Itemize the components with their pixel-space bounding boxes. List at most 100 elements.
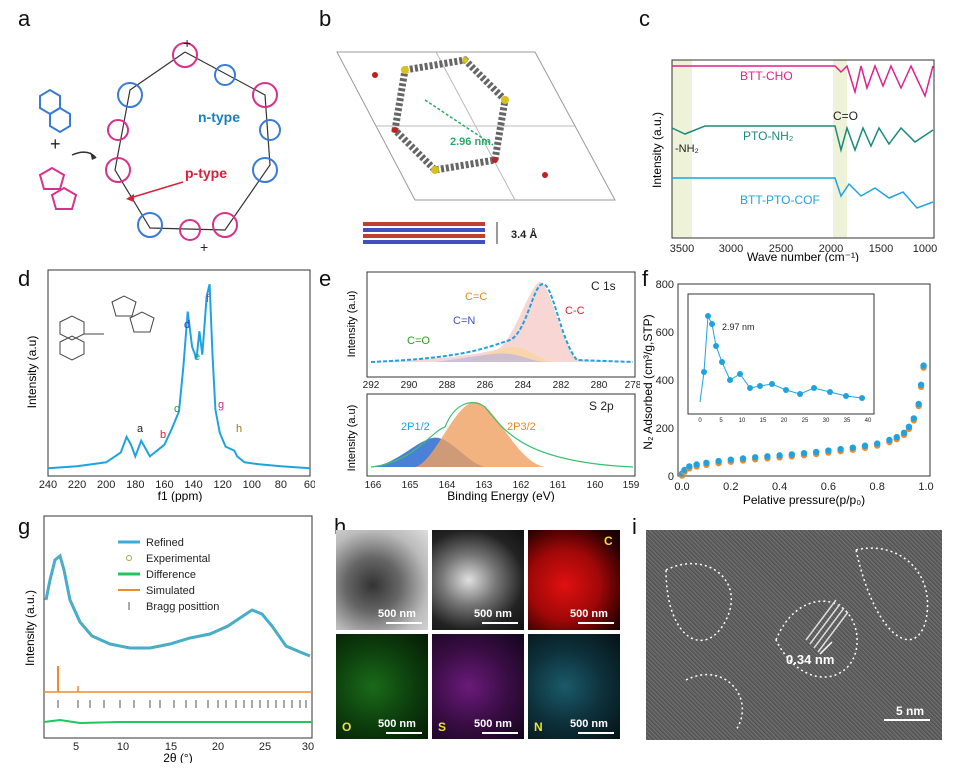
inset-peak-label: 2.97 nm [722,322,755,332]
isotherm-points [678,362,927,479]
x-tick: 163 [476,480,493,491]
x-axis-label: Pelative pressure(p/p₀) [743,493,865,507]
x-tick: 1500 [869,243,893,255]
panel-label-i: i [632,514,637,539]
x-tick: 140 [184,479,202,491]
adsorption-point [917,381,925,388]
x-tick: 278 [625,380,640,391]
btt-cho-monomer [38,166,78,210]
x-tick: 290 [401,380,418,391]
y-axis-label-bottom: Intensity (a.u) [346,405,358,472]
inset-x-tick: 35 [844,418,851,424]
x-axis-label: Binding Energy (eV) [447,489,554,502]
stacking-distance: 3.4 Å [511,228,537,241]
x-tick: 0.8 [870,481,885,493]
x-tick: 240 [39,479,57,491]
adsorption-point [849,444,856,451]
peak-label-a: a [137,423,144,435]
x-tick: 160 [155,479,173,491]
inset-x-tick: 10 [739,418,746,424]
adsorption-point [813,448,820,456]
x-tick: 1.0 [918,481,933,493]
element-s: S [438,720,447,734]
y-tick: 0 [668,471,674,483]
pore-ring [391,56,509,174]
panel-b: b 2.96 nm 3.4 Å [315,0,635,260]
x-tick: 25 [259,741,271,753]
y-tick: 800 [656,279,674,291]
component-2p32: 2P3/2 [507,421,536,433]
adsorption-point [915,400,922,408]
legend-bragg: Bragg posittion [146,601,219,613]
component-co: C=O [407,335,430,347]
x-tick: 292 [363,380,380,391]
adsorption-point [686,463,693,470]
plus-bottom: + [200,239,208,255]
scale-label: 500 nm [378,608,416,620]
x-tick: 15 [165,741,177,753]
x-tick: 0.2 [723,481,738,493]
x-tick: 286 [477,380,494,391]
carbon-map: C 500 nm [528,530,620,630]
x-tick: 30 [302,741,314,753]
peak-label-c: c [174,403,180,415]
inset-x-tick: 0 [698,418,702,424]
panel-c: c BTT-CHO PTO-NH₂ BTT-PTO-COF C=O -NH₂ 3… [635,0,963,264]
scale-label: 5 nm [896,704,925,718]
btt-cho-line [672,63,934,99]
x-tick: 2000 [819,243,843,255]
cof-unit-cell: 2.96 nm 3.4 Å [336,51,616,244]
nitrogen-map: N 500 nm [528,634,620,739]
oxygen-map: O 500 nm [336,634,428,739]
x-tick: 80 [275,479,287,491]
legend-simulated: Simulated [146,585,195,597]
cof-hexagonal-ring [114,51,271,231]
element-n: N [534,720,543,734]
inset-x-tick: 40 [865,418,872,424]
element-c: C [604,534,613,548]
series-label-cof: BTT-PTO-COF [740,193,820,207]
pto-nh2-monomer [39,88,71,134]
adsorption-point [837,445,844,453]
adsorption-point [825,447,832,454]
component-cn: C=N [453,315,475,327]
scale-label: 500 nm [378,718,416,730]
adsorption-point [900,429,908,436]
cof-structure-diagram: + n-type p-type + + [38,35,281,255]
s2p-envelope [370,402,634,468]
adsorption-point [910,415,917,422]
x-tick: 161 [550,480,567,491]
x-axis-label: f1 (ppm) [158,489,203,502]
sulfur-map: S 500 nm [432,634,524,739]
pxrd-chart: Refined Experimental Difference Simulate… [23,515,314,765]
panel-a: a + n-type p- [0,0,315,260]
panel-label-c: c [639,6,650,31]
x-tick: 162 [513,480,530,491]
pxrd-legend: Refined Experimental Difference Simulate… [118,537,219,613]
adsorption-point [727,456,734,463]
adsorption-point [776,452,783,459]
cof-line [672,177,934,209]
pto-nh2-line [671,125,934,153]
experimental-line [45,555,311,657]
peak-label-h: h [236,423,242,435]
y-tick: 400 [656,375,674,387]
panel-e: e C 1s C=O C=N C=C C-C 292 290 288 286 2… [315,262,642,503]
adsorption-point [703,459,710,466]
component-2p32-area [415,402,545,467]
x-tick: 160 [587,480,604,491]
panel-label-d: d [18,266,31,291]
panel-label-b: b [319,6,332,31]
panel-h: h 500 nm 500 nm C 500 nm O 500 nm S 500 … [320,510,632,763]
series-label-btt-cho: BTT-CHO [740,69,793,83]
nh2-highlight [672,60,692,238]
adsorption-point [764,453,771,460]
adsorption-point [681,466,688,474]
x-tick: 166 [365,480,382,491]
inset-x-tick: 5 [719,418,723,424]
x-tick: 10 [117,741,129,753]
peak-label-g: g [218,399,224,411]
ftir-chart: BTT-CHO PTO-NH₂ BTT-PTO-COF C=O -NH₂ 350… [650,59,937,264]
panel-label-e: e [319,266,332,291]
nmr-molecule-sketch [59,295,155,361]
